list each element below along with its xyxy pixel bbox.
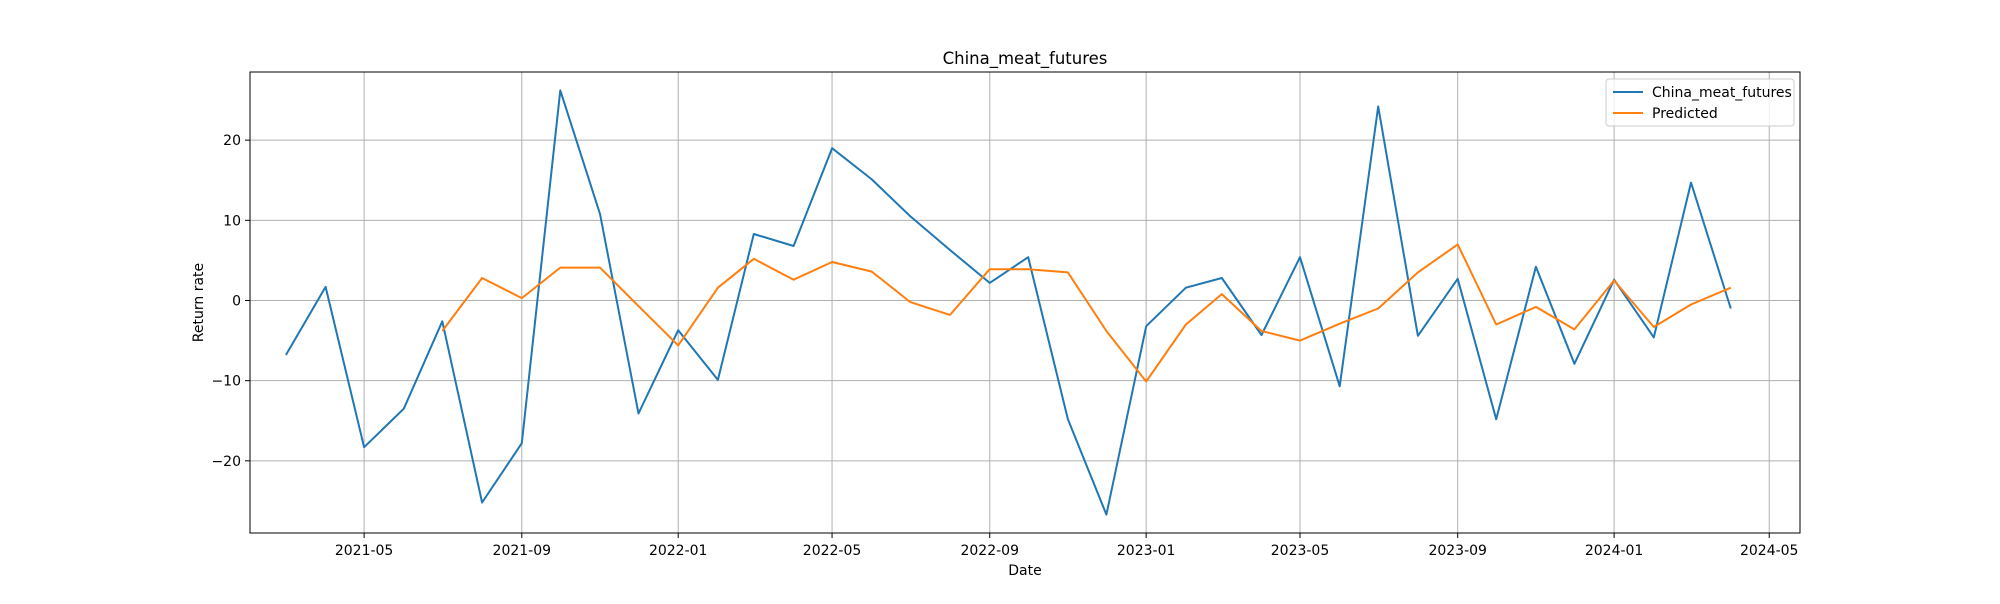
y-tick-label: 20 — [223, 133, 241, 149]
x-tick-label: 2024-01 — [1585, 543, 1644, 559]
x-axis-ticks: 2021-05 2021-09 2022-01 2022-05 2022-09 2023-… — [335, 533, 1799, 559]
y-axis-ticks: −20 −10 0 10 20 — [211, 133, 250, 470]
x-tick-label: 2024-05 — [1740, 543, 1799, 559]
series-lines — [285, 89, 1732, 516]
series-line-predicted — [441, 243, 1732, 383]
legend-label-china-meat-futures: China_meat_futures — [1652, 85, 1792, 101]
y-tick-label: 0 — [232, 293, 241, 309]
x-tick-label: 2021-09 — [493, 543, 552, 559]
y-tick-label: −10 — [211, 374, 241, 390]
y-axis-label: Return rate — [191, 263, 207, 342]
y-tick-label: 10 — [223, 213, 241, 229]
plot-frame — [249, 71, 1801, 534]
x-tick-label: 2022-01 — [649, 543, 708, 559]
x-tick-label: 2022-09 — [960, 543, 1019, 559]
chart-title: China_meat_futures — [943, 49, 1108, 69]
legend-box — [1605, 78, 1795, 127]
x-tick-label: 2023-05 — [1271, 543, 1330, 559]
y-tick-label: −20 — [211, 454, 241, 470]
legend-label-predicted: Predicted — [1652, 106, 1718, 122]
x-tick-label: 2021-05 — [335, 543, 394, 559]
x-axis-label: Date — [1008, 563, 1041, 579]
x-tick-label: 2023-09 — [1428, 543, 1487, 559]
x-tick-label: 2023-01 — [1117, 543, 1176, 559]
grid-lines — [250, 72, 1800, 533]
legend: China_meat_futures Predicted — [1605, 78, 1795, 127]
x-tick-label: 2022-05 — [803, 543, 862, 559]
